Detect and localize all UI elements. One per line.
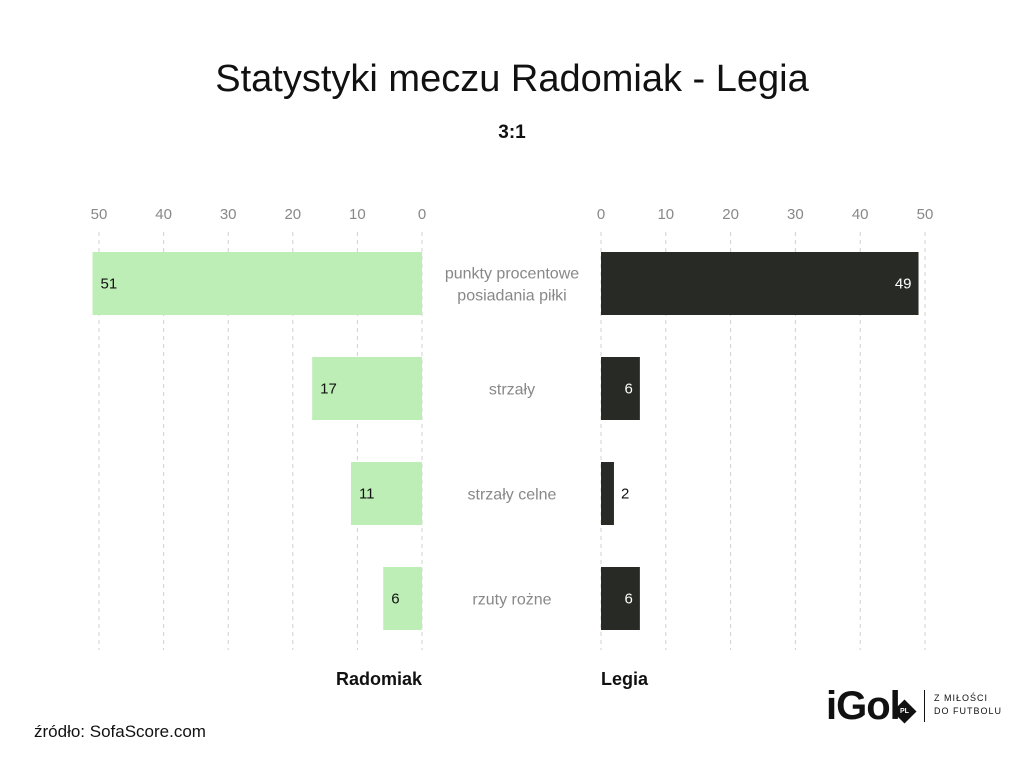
category-label-2: strzały celne [468, 487, 557, 504]
tick-label-left-0: 0 [418, 206, 426, 223]
source-note: źródło: SofaScore.com [34, 722, 206, 741]
category-label-1: strzały [489, 382, 535, 399]
bar-right-0 [601, 252, 919, 315]
brand-logo: iGol PL Z MIŁOŚCI DO FUTBOLU [826, 684, 1006, 730]
bar-left-1 [312, 357, 422, 420]
bar-right-1 [601, 357, 640, 420]
value-label-left-0: 51 [101, 276, 118, 293]
team-label-right: Legia [601, 669, 649, 689]
bar-left-2 [350, 462, 422, 525]
value-label-left-2: 11 [359, 486, 375, 503]
chart-title: Statystyki meczu Radomiak - Legia [215, 58, 809, 100]
value-label-right-1: 6 [625, 381, 633, 398]
value-label-right-3: 6 [625, 591, 633, 608]
brand-tagline-line2: DO FUTBOLU [934, 706, 1003, 716]
tick-label-right-20: 20 [722, 206, 739, 223]
bar-right-2 [601, 462, 614, 525]
category-label-0: punkty procentowe posiadania piłki [445, 266, 579, 305]
tick-label-left-30: 30 [220, 206, 237, 223]
bar-left-3 [383, 567, 422, 630]
brand-name: iGol [826, 684, 901, 728]
tick-label-left-40: 40 [155, 206, 172, 223]
match-score: 3:1 [498, 122, 526, 143]
bar-left-0 [92, 252, 422, 315]
value-label-left-1: 17 [320, 381, 337, 398]
brand-tagline: Z MIŁOŚCI DO FUTBOLU [934, 692, 1002, 718]
team-label-left: Radomiak [336, 669, 423, 689]
value-label-right-2: 2 [621, 486, 629, 503]
brand-divider [924, 690, 925, 722]
tick-label-left-50: 50 [91, 206, 108, 223]
tick-label-right-10: 10 [657, 206, 674, 223]
tick-label-right-0: 0 [597, 206, 605, 223]
tick-label-right-50: 50 [917, 206, 934, 223]
tick-label-left-20: 20 [284, 206, 301, 223]
tick-label-right-30: 30 [787, 206, 804, 223]
value-label-left-3: 6 [391, 591, 399, 608]
brand-tagline-line1: Z MIŁOŚCI [934, 693, 989, 703]
bar-right-3 [601, 567, 640, 630]
tick-label-right-40: 40 [852, 206, 869, 223]
diverging-bar-chart: 0 0 10 10 20 20 30 30 40 40 50 50 51 49 punkty procent… [91, 206, 934, 689]
value-label-right-0: 49 [895, 276, 912, 293]
category-label-3: rzuty rożne [472, 592, 551, 609]
tick-label-left-10: 10 [349, 206, 366, 223]
brand-badge-text: PL [900, 707, 909, 715]
